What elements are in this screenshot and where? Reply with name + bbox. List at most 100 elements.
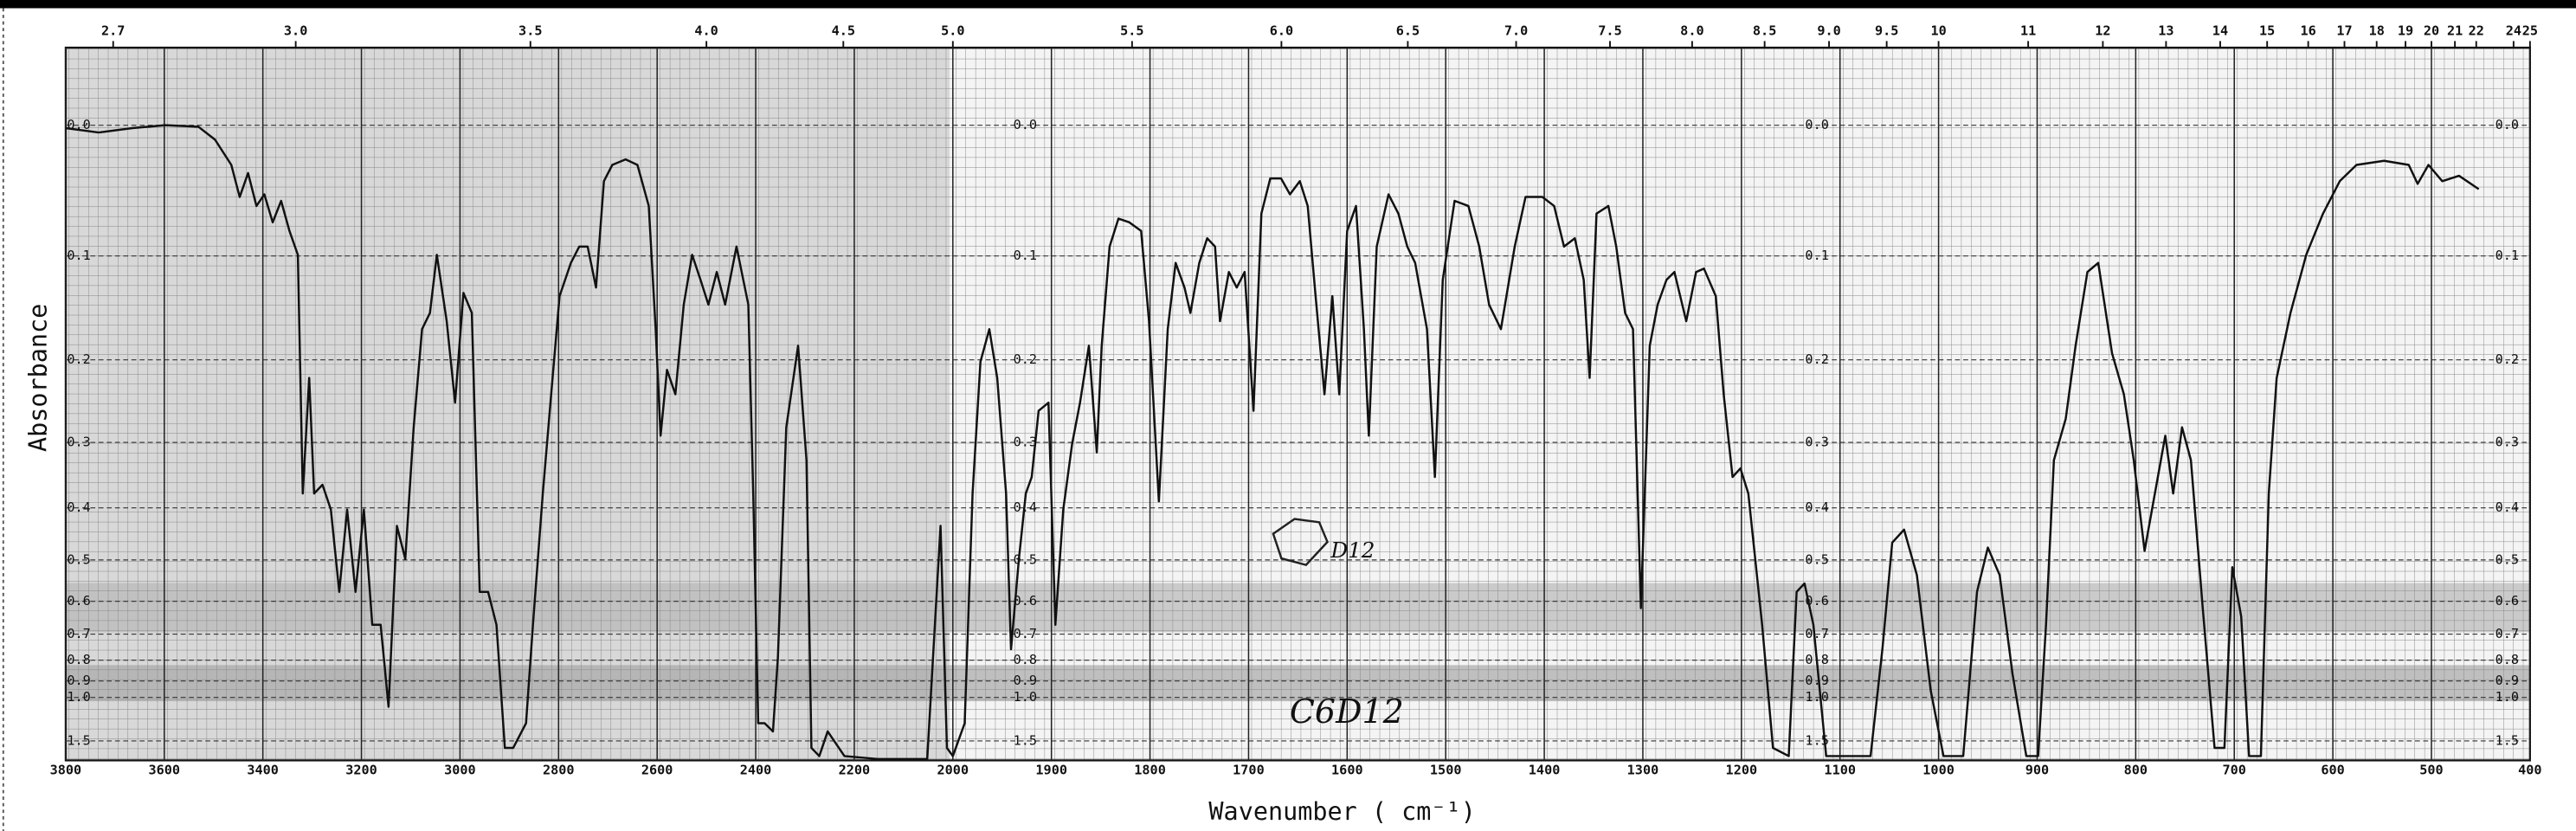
x2-tick-label: 8.0 (1680, 23, 1703, 39)
x-tick-label: 2200 (839, 762, 871, 777)
spectrum-line (65, 124, 2480, 761)
y-tick-label: 0.3 (1805, 435, 1828, 450)
x-tick-label: 900 (2025, 762, 2049, 777)
x2-tick-label: 7.0 (1504, 23, 1528, 39)
x2-tick-label: 9.0 (1817, 23, 1840, 39)
x2-tick-label: 13 (2158, 23, 2174, 39)
x2-tick-label: 7.5 (1598, 23, 1621, 39)
y-tick-label: 0.7 (1805, 626, 1828, 641)
y-tick-label: 0.0 (1014, 117, 1037, 132)
annotation: C6D12 (1290, 692, 1404, 731)
x-tick-label: 1600 (1331, 762, 1363, 777)
y-tick-label: 1.5 (67, 732, 90, 748)
hexagon-sketch (1272, 518, 1329, 567)
x2-tick-label: 5.5 (1120, 23, 1143, 39)
x-tick-label: 3200 (345, 762, 377, 777)
x-tick-label: 600 (2321, 762, 2344, 777)
x2-tick-label: 18 (2369, 23, 2385, 39)
y-axis-label: Absorbance (24, 304, 53, 452)
x-tick-label: 1200 (1726, 762, 1758, 777)
x-tick-label: 1700 (1233, 762, 1265, 777)
chart-paper (64, 46, 2531, 762)
x2-tick-label: 14 (2212, 23, 2228, 39)
y-tick-label: 0.2 (67, 351, 90, 367)
x2-tick-label: 22 (2469, 23, 2484, 39)
x-tick-label: 3600 (149, 762, 181, 777)
x2-tick-label: 17 (2336, 23, 2352, 39)
x2-tick-label: 16 (2300, 23, 2315, 39)
marks (65, 124, 2480, 761)
x-tick-label: 1800 (1134, 762, 1166, 777)
x-tick-label: 400 (2518, 762, 2541, 777)
x2-tick-label: 5.0 (941, 23, 964, 39)
x2-tick-label: 19 (2398, 23, 2413, 39)
x2-tick-label: 21 (2447, 23, 2463, 39)
y-tick-label: 0.6 (1805, 593, 1828, 609)
y-tick-label: 0.7 (2496, 626, 2519, 641)
y-tick-label: 0.1 (2496, 248, 2519, 263)
y-tick-label: 0.8 (67, 652, 90, 667)
x2-tick-label: 24 (2506, 23, 2521, 39)
x2-tick-label: 20 (2424, 23, 2439, 39)
x2-tick-label: 12 (2095, 23, 2110, 39)
y-tick-label: 0.8 (1014, 652, 1037, 667)
y-tick-label: 0.4 (2496, 499, 2519, 515)
x2-tick-label: 6.5 (1396, 23, 1420, 39)
y-tick-label: 1.5 (2496, 732, 2519, 748)
y-tick-label: 0.7 (67, 626, 90, 641)
y-tick-label: 0.5 (2496, 551, 2519, 567)
y-tick-label: 0.6 (1014, 593, 1037, 609)
x2-tick-label: 3.5 (518, 23, 542, 39)
scan-border (0, 0, 2576, 9)
y-tick-label: 0.9 (67, 673, 90, 688)
y-tick-label: 0.3 (2496, 435, 2519, 450)
x-tick-label: 1000 (1922, 762, 1955, 777)
y-tick-label: 0.3 (67, 435, 90, 450)
x-tick-label: 3000 (444, 762, 476, 777)
y-tick-label: 1.5 (1014, 732, 1037, 748)
annotation: D12 (1330, 538, 1375, 563)
x2-tick-label: 10 (1930, 23, 1946, 39)
grid (65, 48, 2531, 761)
x-tick-label: 1100 (1824, 762, 1856, 777)
x2-tick-label: 8.5 (1753, 23, 1776, 39)
y-tick-label: 0.4 (67, 499, 90, 515)
x-tick-label: 700 (2223, 762, 2246, 777)
x-axis-label: Wavenumber ( cm⁻¹) (1208, 797, 1475, 826)
x2-tick-label: 4.5 (832, 23, 855, 39)
y-tick-label: 0.9 (1805, 673, 1828, 688)
y-tick-label: 0.0 (1805, 117, 1828, 132)
x2-tick-label: 3.0 (284, 23, 307, 39)
x-tick-label: 2800 (543, 762, 575, 777)
x2-tick-label: 9.5 (1875, 23, 1898, 39)
y-tick-label: 0.1 (67, 248, 90, 263)
y-tick-label: 1.5 (1805, 732, 1828, 748)
y-tick-label: 0.8 (2496, 652, 2519, 667)
y-tick-label: 1.0 (67, 689, 90, 705)
y-tick-label: 0.7 (1014, 626, 1037, 641)
x-tick-label: 1300 (1627, 762, 1659, 777)
y-tick-label: 0.2 (1805, 351, 1828, 367)
x2-tick-label: 6.0 (1270, 23, 1293, 39)
y-tick-label: 1.0 (2496, 689, 2519, 705)
y-tick-label: 0.2 (1014, 351, 1037, 367)
x-tick-label: 800 (2124, 762, 2148, 777)
y-tick-label: 0.4 (1805, 499, 1828, 515)
y-tick-label: 0.9 (2496, 673, 2519, 688)
y-tick-label: 0.9 (1014, 673, 1037, 688)
y-tick-label: 0.2 (2496, 351, 2519, 367)
y-tick-label: 0.6 (2496, 593, 2519, 609)
x-tick-label: 500 (2419, 762, 2443, 777)
x-tick-label: 1400 (1529, 762, 1561, 777)
y-tick-label: 0.3 (1014, 435, 1037, 450)
y-tick-label: 0.0 (2496, 117, 2519, 132)
x2-tick-label: 11 (2020, 23, 2036, 39)
x2-tick-label: 4.0 (694, 23, 718, 39)
y-tick-label: 0.5 (1014, 551, 1037, 567)
ticks: 3800 3600 3400 3200 3000 2800 2600 2400 2200 2000… (50, 23, 2542, 778)
x-tick-label: 2000 (937, 762, 969, 777)
x2-tick-label: 15 (2259, 23, 2275, 39)
y-tick-label: 0.5 (67, 551, 90, 567)
y-tick-label: 0.1 (1014, 248, 1037, 263)
